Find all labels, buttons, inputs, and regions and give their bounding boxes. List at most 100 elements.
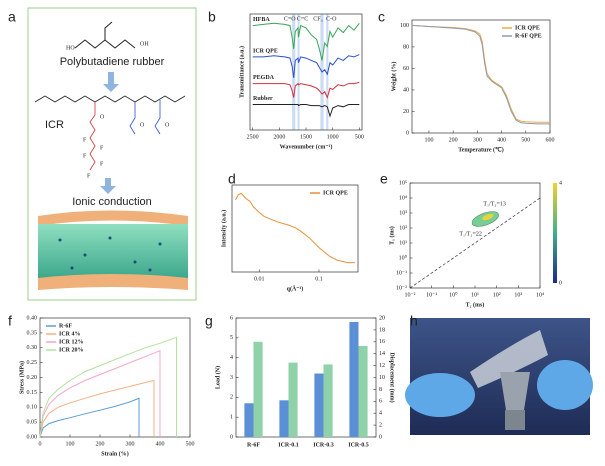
- panel-label: b: [208, 9, 216, 25]
- bar: [358, 345, 368, 437]
- glove: [537, 360, 593, 410]
- atom-label: F: [87, 173, 91, 179]
- x-tick-label: 400: [497, 137, 506, 143]
- legend-label: ICR 12%: [59, 339, 84, 345]
- y-tick-label: 10¹: [399, 240, 407, 246]
- molecule: [89, 102, 96, 171]
- plot-frame: [231, 184, 359, 273]
- colorbar-tick-label: 0: [559, 280, 562, 286]
- y-tick-label: 2: [230, 395, 233, 401]
- arrow: [103, 72, 119, 92]
- y-tick-label: 0.40: [27, 315, 38, 321]
- y-tick-label: 3: [230, 375, 233, 381]
- colorbar: [553, 183, 557, 283]
- y-tick-label: 6: [230, 315, 233, 321]
- series-label: ICR QPE: [253, 48, 278, 54]
- bar: [349, 321, 359, 437]
- x-tick-label: 600: [546, 137, 555, 143]
- fixture: [505, 410, 525, 430]
- series-label: Rubber: [253, 96, 273, 102]
- molecule: [129, 102, 136, 135]
- y-axis-label: Intensity (a.u.): [220, 210, 227, 248]
- y-axis-label: Stress (MPa): [18, 361, 25, 394]
- y2-axis-label: Displacement (mm): [389, 352, 396, 402]
- y-tick-label: 10⁰: [399, 254, 408, 261]
- y-tick-label: 10⁻¹: [396, 270, 407, 276]
- atom-label: F: [83, 137, 87, 143]
- x-tick-label: 200: [96, 441, 105, 447]
- x-tick-label: 10¹: [471, 292, 479, 298]
- atom-label: F: [100, 161, 104, 167]
- plot-frame: [411, 19, 551, 134]
- legend-label: ICR QPE: [323, 190, 348, 196]
- colorbar-tick-label: 4: [559, 180, 562, 186]
- glove: [405, 373, 475, 417]
- panel-label: e: [380, 171, 388, 187]
- panel-label: a: [8, 9, 16, 25]
- x-axis-label: T₂ (ms): [466, 301, 485, 308]
- x-axis-label: Strain (%): [101, 450, 129, 457]
- annotation: CF₃: [313, 16, 322, 22]
- y-tick-label: 0.35: [27, 330, 38, 336]
- y-tick-label: 10²: [399, 225, 407, 231]
- bar: [323, 364, 333, 437]
- y2-tick-label: 18: [379, 327, 385, 333]
- series-line: [235, 192, 355, 264]
- y-tick-label: 60: [403, 66, 409, 72]
- arrow: [100, 178, 116, 194]
- x-tick-label: ICR-0.1: [278, 442, 299, 448]
- x-tick-label: 300: [126, 441, 135, 447]
- series-label: PEGDA: [253, 75, 275, 81]
- series-line: [39, 336, 177, 438]
- x-tick-label: 10⁻²: [405, 292, 416, 298]
- series-line: [252, 22, 360, 61]
- y-tick-label: 0: [406, 130, 409, 136]
- ions: [58, 236, 162, 272]
- legend-label: R-6F QPE: [515, 33, 542, 39]
- y2-tick-label: 12: [379, 363, 385, 369]
- bar: [279, 400, 289, 437]
- atom-label: F: [100, 145, 104, 151]
- bar: [288, 362, 298, 437]
- panel-label: f: [8, 313, 12, 329]
- y-tick-label: 10⁻²: [396, 285, 407, 291]
- annotation: C-O: [326, 16, 337, 22]
- slab-layer: [38, 210, 188, 226]
- atom-label: O: [165, 122, 170, 128]
- x-tick-label: 0: [39, 441, 42, 447]
- x-tick-label: 1500: [300, 134, 312, 140]
- series-line: [252, 81, 360, 99]
- bar: [244, 403, 254, 437]
- x-tick-label: 100: [424, 137, 433, 143]
- y-axis-label: Load (N): [214, 366, 221, 389]
- x-tick-label: 200: [449, 137, 458, 143]
- panel-label: d: [228, 171, 236, 187]
- y-tick-label: 20: [403, 109, 409, 115]
- y-tick-label: 100: [400, 23, 409, 29]
- y-tick-label: 0.10: [27, 405, 38, 411]
- x-tick-label: ICR-0.5: [348, 442, 369, 448]
- x-tick-label: 400: [156, 441, 165, 447]
- annotation: C=C: [297, 16, 308, 22]
- x-axis-label: q(Å⁻¹): [287, 284, 304, 292]
- y2-tick-label: 4: [379, 411, 382, 417]
- annotation: T₁/T₂=22: [459, 231, 482, 237]
- film: [470, 330, 548, 388]
- series-line: [252, 54, 360, 78]
- y2-tick-label: 10: [379, 375, 385, 381]
- y-tick-label: 0.30: [27, 345, 38, 351]
- x-tick-label: 2000: [273, 134, 285, 140]
- panel-label: h: [410, 313, 418, 329]
- series-line: [252, 104, 360, 118]
- y2-tick-label: 0: [379, 434, 382, 440]
- molecule: [74, 39, 136, 49]
- series-label: HFBA: [253, 17, 270, 23]
- y2-tick-label: 16: [379, 339, 385, 345]
- y-axis-label: Weight (%): [390, 62, 397, 92]
- scheme-label: Polybutadiene rubber: [60, 56, 165, 68]
- slab: [38, 224, 188, 280]
- fixture: [500, 372, 530, 410]
- y-tick-label: 0.00: [27, 434, 38, 440]
- x-tick-label: 10⁰: [449, 291, 458, 298]
- x-tick-label: ICR-0.3: [313, 442, 334, 448]
